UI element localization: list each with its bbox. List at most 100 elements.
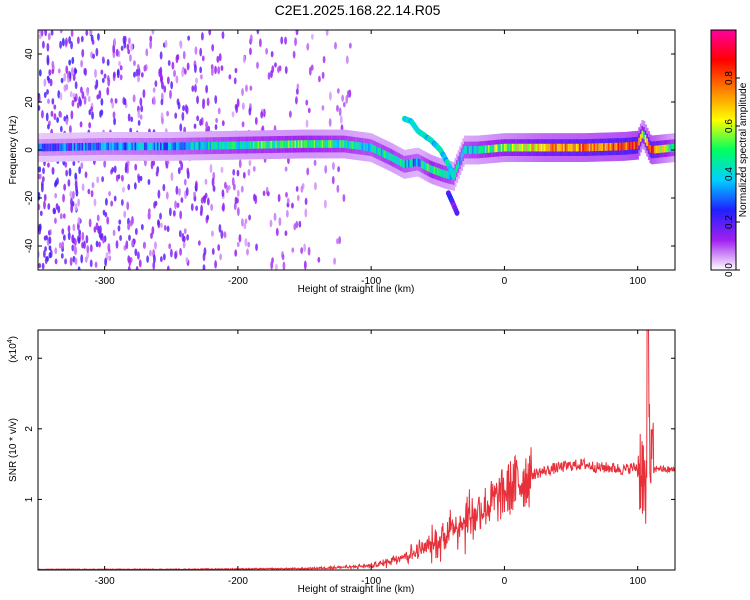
spectrogram-noise-cell	[151, 226, 155, 235]
spectrogram-noise-cell	[285, 209, 289, 218]
spectrogram-ridge-cell	[248, 141, 251, 149]
spectrogram-ridge-cell	[539, 143, 542, 152]
spectrogram-noise-cell	[134, 163, 138, 171]
spectrogram-noise-cell	[41, 110, 44, 119]
spectrogram-ridge-cell	[220, 141, 224, 150]
spectrogram-noise-cell	[185, 187, 189, 197]
spectrogram-noise-cell	[74, 172, 78, 180]
spectrogram-noise-cell	[77, 216, 81, 225]
spectrogram-noise-cell	[149, 39, 153, 50]
spectrogram-noise-cell	[161, 117, 164, 125]
spectrogram-noise-cell	[98, 241, 101, 248]
spectrogram-ridge-cell	[559, 143, 563, 152]
snr-frame	[37, 329, 676, 571]
spectrogram-noise-cell	[220, 65, 224, 71]
spectrogram-noise-cell	[247, 241, 251, 248]
spectrogram-noise-cell	[333, 257, 336, 265]
spectrogram-noise-cell	[57, 68, 61, 74]
spectrogram-noise-cell	[69, 90, 73, 98]
spectrogram-noise-cell	[106, 216, 110, 225]
spectrogram-ridge-cell	[160, 142, 163, 151]
spectrogram-noise-cell	[71, 99, 75, 107]
spectrogram-noise-cell	[248, 214, 251, 221]
spectrogram-noise-cell	[306, 42, 310, 51]
spectrogram-ridge-cell	[417, 158, 420, 167]
spectrogram-noise-cell	[338, 236, 342, 245]
spectrogram-noise-cell	[110, 200, 114, 207]
spectrogram-x-ticks: -300 -200 -100 0 100	[95, 30, 646, 287]
spectrogram-noise-cell	[194, 180, 198, 189]
spectrogram-ridge-cell	[636, 141, 639, 150]
spectrogram-y-axis-title: Frequency (Hz)	[8, 116, 19, 185]
spectrogram-noise-cell	[120, 45, 124, 51]
spectrogram-ridge-cell	[633, 141, 636, 150]
spectrogram-noise-cell	[159, 51, 163, 60]
spectrogram-ridge-cell	[401, 159, 404, 168]
spectrogram-noise-cell	[221, 31, 225, 40]
spectrogram-ridge-cell	[236, 141, 240, 150]
spectrogram-ridge-cell	[628, 142, 631, 150]
spectrogram-noise-cell	[180, 197, 184, 203]
spectrogram-noise-cell	[271, 257, 274, 264]
spectrogram-ridge-cell	[46, 143, 49, 152]
spectrogram-ridge-cell	[639, 134, 643, 142]
spectrogram-ridge-cell	[105, 142, 108, 151]
spectrogram-noise-cell	[43, 200, 46, 210]
spectrogram-noise-cell	[84, 171, 88, 179]
spectrogram-noise-cell	[81, 183, 85, 192]
spectrogram-ridge-cell	[487, 145, 491, 153]
spectrogram-ridge-cell	[510, 143, 513, 152]
spectrogram-noise-cell	[88, 218, 92, 228]
spectrogram-ridge-cell	[337, 140, 340, 148]
spectrogram-noise-cell	[51, 167, 55, 173]
spectrogram-ridge-cell	[614, 142, 617, 151]
spectrogram-noise-cell	[47, 162, 50, 168]
spectrogram-noise-cell	[127, 183, 131, 191]
spectrogram-ridge-cell	[161, 142, 164, 151]
spectrogram-noise-cell	[286, 197, 290, 205]
spectrogram-noise-cell	[76, 36, 80, 45]
spectrogram-noise-cell	[38, 173, 41, 180]
spectrogram-y-tick-label: -40	[24, 238, 35, 253]
spectrogram-ridge-cell	[612, 142, 615, 151]
spectrogram-noise-cell	[295, 96, 298, 105]
spectrogram-ridge-cell	[243, 141, 246, 149]
spectrogram-ridge-cell	[449, 171, 452, 180]
snr-y-tick-label: 1	[24, 496, 35, 502]
spectrogram-noise-cell	[113, 37, 117, 47]
spectrogram-ridge-cell	[673, 143, 675, 152]
spectrogram-ridge-cell	[144, 142, 147, 151]
spectrogram-ridge-cell	[572, 143, 575, 152]
spectrogram-noise-cell	[221, 120, 225, 127]
spectrogram-noise-cell	[152, 261, 156, 270]
spectrogram-noise-cell	[67, 225, 71, 233]
spectrogram-noise-cell	[134, 228, 138, 235]
spectrogram-noise-cell	[308, 66, 312, 76]
spectrogram-noise-cell	[127, 49, 131, 55]
spectrogram-noise-cell	[178, 188, 181, 196]
spectrogram-noise-cell	[210, 68, 214, 76]
spectrogram-noise-cell	[64, 161, 68, 168]
spectrogram-noise-cell	[63, 183, 67, 191]
spectrogram-ridge-cell	[622, 142, 625, 151]
spectrogram-noise-cell	[321, 105, 325, 111]
spectrogram-ridge-cell	[300, 140, 304, 148]
spectrogram-noise-cell	[171, 61, 175, 70]
snr-series	[38, 330, 675, 570]
spectrogram-noise-cell	[182, 105, 185, 112]
spectrogram-noise-cell	[58, 242, 62, 249]
spectrogram-ridge-cell	[150, 142, 153, 151]
spectrogram-ridge-cell	[49, 143, 52, 152]
spectrogram-ridge-cell	[252, 141, 256, 149]
spectrogram-noise-cell	[96, 214, 100, 222]
spectrogram-noise-cell	[123, 210, 127, 218]
spectrogram-noise-cell	[328, 118, 332, 127]
snr-x-ticks: -300 -200 -100 0 100	[95, 330, 646, 587]
spectrogram-noise-cell	[215, 117, 219, 124]
spectrogram-ridge-cell	[188, 142, 192, 150]
spectrogram-noise-cell	[300, 247, 304, 255]
spectrogram-noise-cell	[274, 62, 277, 68]
spectrogram-noise-cell	[313, 159, 317, 166]
spectrogram-noise-cell	[199, 47, 203, 57]
spectrogram-ridge-cell	[214, 141, 217, 150]
